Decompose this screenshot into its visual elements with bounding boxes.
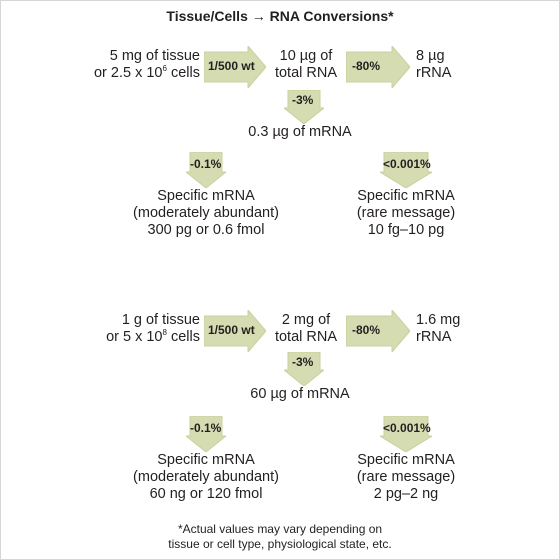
arrow-down-icon bbox=[186, 416, 226, 452]
arrow-down-mrna: -3% bbox=[284, 352, 324, 386]
arrow-label: -80% bbox=[352, 323, 381, 337]
arrow-right-icon bbox=[346, 310, 410, 352]
source-line-2: or 5 x 108 cells bbox=[106, 328, 200, 346]
specific-mrna-moderate: Specific mRNA (moderately abundant) 60 n… bbox=[133, 452, 279, 502]
rrna-amount: 1.6 mg rRNA bbox=[416, 312, 461, 345]
arrow-label: 1/500 wt bbox=[208, 323, 255, 337]
footnote: *Actual values may vary depending on tis… bbox=[0, 522, 560, 552]
arrow-right-rrna: -80% bbox=[346, 46, 410, 88]
arrow-down-icon bbox=[284, 90, 324, 124]
mrna-amount: 60 µg of mRNA bbox=[250, 386, 350, 402]
total-rna-amount: 10 µg of total RNA bbox=[274, 48, 338, 81]
arrow-down-moderate: -0.1% bbox=[186, 152, 226, 188]
arrow-label: -80% bbox=[352, 59, 381, 73]
arrow-down-moderate: -0.1% bbox=[186, 416, 226, 452]
arrow-down-icon bbox=[284, 352, 324, 386]
specific-mrna-moderate: Specific mRNA (moderately abundant) 300 … bbox=[133, 188, 279, 238]
arrow-right-total-rna: 1/500 wt bbox=[204, 46, 266, 88]
footnote-line-2: tissue or cell type, physiological state… bbox=[168, 537, 392, 551]
arrow-label: -0.1% bbox=[190, 421, 222, 435]
specific-mrna-rare: Specific mRNA (rare message) 10 fg–10 pg bbox=[356, 188, 456, 238]
rrna-amount: 8 µg rRNA bbox=[416, 48, 452, 81]
arrow-right-icon bbox=[204, 46, 266, 88]
tissue-source: 1 g of tissue or 5 x 108 cells bbox=[106, 312, 200, 346]
arrow-down-rare: <0.001% bbox=[380, 152, 432, 188]
footnote-line-1: *Actual values may vary depending on bbox=[177, 522, 383, 536]
arrow-label: 1/500 wt bbox=[208, 59, 255, 73]
arrow-down-icon bbox=[186, 152, 226, 188]
arrow-label: <0.001% bbox=[383, 157, 431, 171]
specific-mrna-rare: Specific mRNA (rare message) 2 pg–2 ng bbox=[356, 452, 456, 502]
arrow-right-total-rna: 1/500 wt bbox=[204, 310, 266, 352]
arrow-down-mrna: -3% bbox=[284, 90, 324, 124]
mrna-amount: 0.3 µg of mRNA bbox=[248, 124, 352, 140]
arrow-down-rare: <0.001% bbox=[380, 416, 432, 452]
arrow-down-icon bbox=[380, 416, 432, 452]
source-line-2: or 2.5 x 106 cells bbox=[93, 64, 200, 82]
arrow-label: -3% bbox=[292, 93, 314, 107]
arrow-label: <0.001% bbox=[383, 421, 431, 435]
arrow-label: -0.1% bbox=[190, 157, 222, 171]
arrow-right-rrna: -80% bbox=[346, 310, 410, 352]
tissue-source: 5 mg of tissue or 2.5 x 106 cells bbox=[94, 48, 200, 82]
source-line-1: 1 g of tissue bbox=[121, 312, 200, 328]
arrow-right-icon bbox=[346, 46, 410, 88]
arrow-right-icon bbox=[204, 310, 266, 352]
diagram-title: Tissue/Cells → RNA Conversions* bbox=[166, 8, 394, 24]
arrow-label: -3% bbox=[292, 355, 314, 369]
total-rna-amount: 2 mg of total RNA bbox=[274, 312, 338, 345]
source-line-1: 5 mg of tissue bbox=[109, 48, 200, 64]
arrow-down-icon bbox=[380, 152, 432, 188]
